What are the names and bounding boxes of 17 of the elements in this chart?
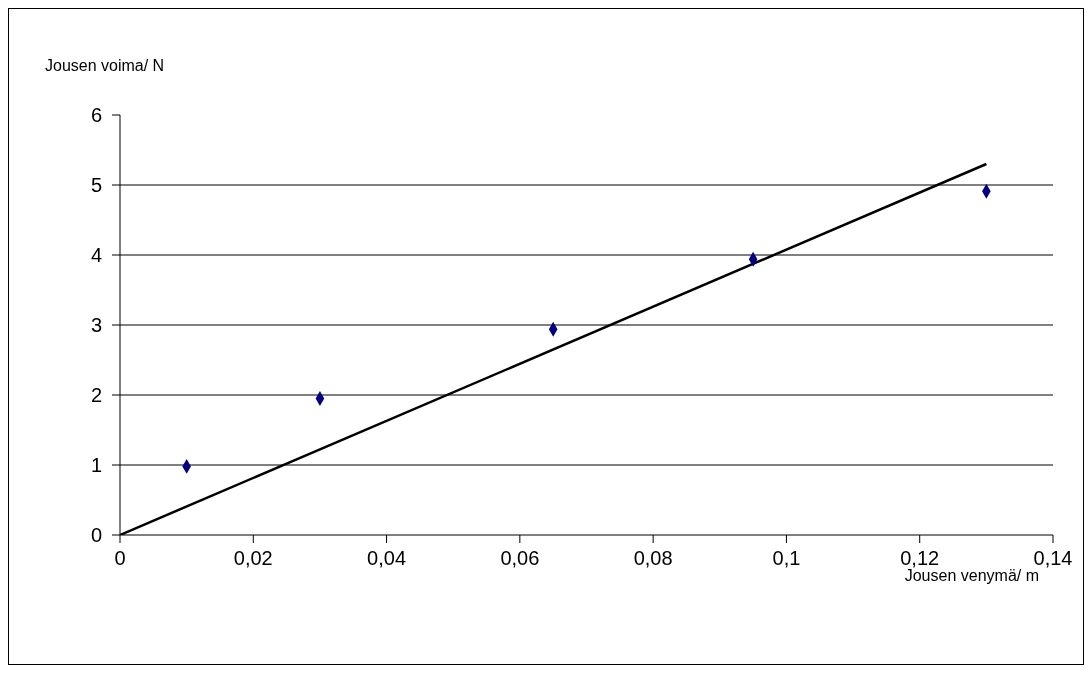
x-tick-label: 0,08	[633, 547, 673, 570]
x-tick-label: 0,06	[500, 547, 540, 570]
y-tick-label: 6	[90, 104, 102, 127]
x-axis-title: Jousen venymä/ m	[904, 567, 1039, 585]
x-tick-label: 0,1	[772, 547, 801, 570]
y-tick-label: 4	[90, 244, 102, 267]
x-tick-label: 0,12	[900, 547, 940, 570]
x-tick-label: 0,14	[1033, 547, 1073, 570]
y-tick-label: 5	[90, 174, 102, 197]
y-tick-label: 0	[90, 524, 102, 547]
y-tick-label: 2	[90, 384, 102, 407]
x-tick-label: 0	[114, 547, 126, 570]
y-tick-label: 3	[90, 314, 102, 337]
y-tick-label: 1	[90, 454, 102, 477]
x-tick-label: 0,02	[233, 547, 273, 570]
x-tick-label: 0,04	[367, 547, 407, 570]
y-axis-title: Jousen voima/ N	[45, 57, 165, 75]
